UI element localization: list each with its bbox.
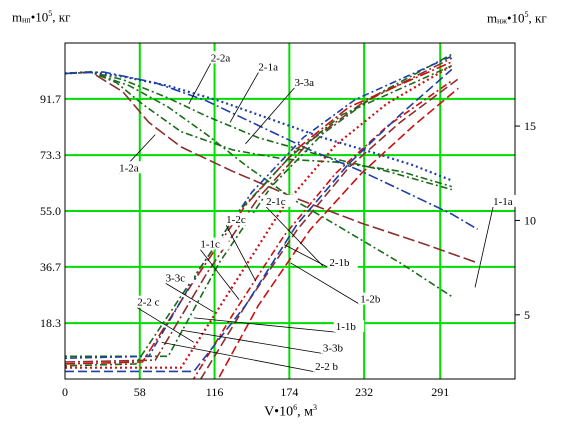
plot-frame	[64, 42, 520, 380]
series-line-3-3c	[65, 55, 453, 359]
y-left-tick-label: 55.0	[40, 204, 61, 218]
annotation-bg	[264, 194, 295, 207]
annotation-bg	[358, 292, 389, 305]
y-right-axis-label: mнж•105, кг	[487, 10, 547, 26]
series-line-1-2a	[65, 71, 478, 264]
annotation-label: 1-1c	[200, 239, 220, 251]
x-tick-label: 58	[134, 385, 146, 399]
series-line-2-1b	[217, 87, 459, 379]
annotation-bg	[224, 213, 255, 226]
annotation-label: 1-2c	[226, 214, 246, 226]
annotation-label: 1-1a	[493, 196, 513, 208]
annotation-leader	[200, 249, 240, 300]
annotation-bg	[208, 51, 240, 64]
annotation-leader	[136, 307, 195, 343]
annotation-leader	[188, 63, 212, 105]
annotation-label: 2-1c	[266, 196, 286, 208]
annotation-label: 2-2 c	[137, 297, 159, 309]
annotation-bg	[292, 75, 323, 88]
annotation-leader	[284, 244, 330, 269]
series-line-2-2b	[65, 64, 453, 369]
annotation-bg	[491, 194, 522, 207]
annotation-leader	[165, 282, 214, 313]
y-left-tick-label: 36.7	[40, 260, 61, 274]
annotation-leader	[225, 225, 257, 282]
annotation-leader	[265, 206, 324, 267]
y-right-tick-label: 15	[524, 119, 536, 133]
x-tick-label: 291	[431, 385, 449, 399]
x-axis-label: V•106, м3	[264, 403, 317, 420]
tick-labels: 0 58 116 174 232 291 18.3 36.7 55.0 73.3 91.7 5 10 15	[40, 92, 536, 399]
annotation-bg	[333, 320, 365, 333]
series-line-2-2c	[65, 64, 453, 367]
annotation-bg	[320, 341, 352, 354]
series-line-3-3b	[65, 68, 453, 373]
annotation-leader	[161, 341, 316, 373]
y-left-tick-label: 18.3	[40, 316, 61, 330]
x-tick-label: 0	[62, 385, 68, 399]
plot-border	[64, 42, 516, 380]
series-line-1-1a	[65, 71, 453, 298]
annotation-bg	[117, 161, 148, 174]
grid	[65, 43, 515, 379]
series-line-2-1a	[65, 70, 453, 182]
annotation-bg	[135, 295, 173, 308]
series-group	[65, 53, 479, 379]
x-tick-label: 174	[280, 385, 298, 399]
annotation-label: 1-1b	[336, 321, 357, 333]
annotation-bg	[163, 271, 194, 284]
y-right-tick-label: 10	[524, 213, 536, 227]
annotation-label: 2-2a	[211, 52, 231, 64]
annotation-leader	[180, 329, 323, 354]
y-left-tick-label: 91.7	[40, 92, 61, 106]
series-line-1-2c	[65, 57, 453, 363]
annotation-bg	[256, 60, 287, 73]
annotations: 2-2a 2-1a 3-3a 1-2a 1-1a 2-1c 1-2c 2-1b 1-1c 1-2b…	[117, 51, 522, 373]
annotation-label: 2-1b	[329, 257, 350, 269]
series-line-1-1b	[192, 80, 453, 379]
annotation-label: 2-2 b	[315, 361, 338, 373]
annotation-leader	[229, 72, 259, 123]
annotation-label: 1-2b	[360, 294, 381, 306]
annotation-leader	[474, 206, 494, 288]
annotation-bg	[198, 237, 229, 250]
x-tick-label: 116	[206, 385, 224, 399]
y-left-tick-label: 73.3	[40, 148, 61, 162]
annotation-label: 3-3a	[295, 77, 315, 89]
series-line-1-2b	[199, 78, 459, 379]
annotation-label: 1-2a	[119, 162, 139, 174]
y-right-tick-label: 5	[524, 308, 530, 322]
annotation-leader	[193, 317, 336, 333]
annotation-bg	[327, 255, 358, 268]
annotation-leader	[245, 87, 295, 145]
series-line-1-1c	[65, 61, 453, 365]
annotation-label: 2-1a	[258, 61, 278, 73]
annotation-leader	[290, 262, 361, 305]
annotation-label: 3-3b	[323, 343, 344, 355]
annotation-bg	[313, 359, 351, 372]
y-left-axis-label: mнп•105, кг	[12, 9, 71, 25]
x-tick-label: 232	[355, 385, 373, 399]
annotation-label: 3-3c	[166, 272, 186, 284]
